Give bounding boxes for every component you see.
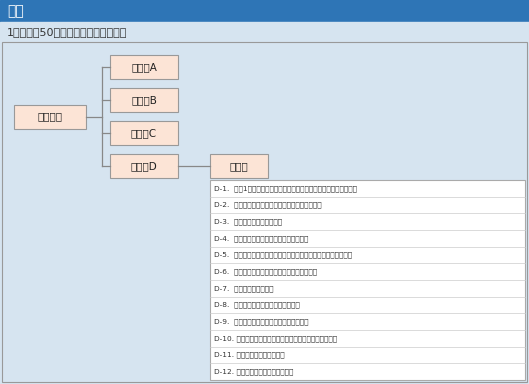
Text: 中設問D: 中設問D xyxy=(131,161,157,171)
Text: D-4.  利用開始日（納期）の回答のスピード: D-4. 利用開始日（納期）の回答のスピード xyxy=(214,235,308,242)
Bar xyxy=(210,180,525,380)
Text: 従来: 従来 xyxy=(7,4,24,18)
Text: D-12. ご利用ガイドのわかりやすさ: D-12. ご利用ガイドのわかりやすさ xyxy=(214,368,294,375)
Bar xyxy=(110,154,178,178)
Text: D-10. サービス機能説明書（提供条件書）のわかりやすさ: D-10. サービス機能説明書（提供条件書）のわかりやすさ xyxy=(214,335,337,342)
Bar xyxy=(0,22,529,42)
Text: D-3.  見積回答までのスピード: D-3. 見積回答までのスピード xyxy=(214,218,282,225)
Text: 中設問C: 中設問C xyxy=(131,128,157,138)
Bar xyxy=(210,154,268,178)
Bar xyxy=(110,55,178,79)
Text: 1サービス50問程度の大量の定量質問: 1サービス50問程度の大量の定量質問 xyxy=(7,27,127,37)
Text: 小設問: 小設問 xyxy=(230,161,249,171)
Text: D-1.  直近1年以内に導入や追加・変更等をしたことがありますか。: D-1. 直近1年以内に導入や追加・変更等をしたことがありますか。 xyxy=(214,185,357,192)
Bar xyxy=(110,121,178,145)
Text: D-6.  申込書内容のわかりやすさ、記載しやすさ: D-6. 申込書内容のわかりやすさ、記載しやすさ xyxy=(214,268,317,275)
Bar xyxy=(2,42,527,382)
Bar xyxy=(0,0,529,22)
Text: 総合満足: 総合満足 xyxy=(38,111,62,121)
Text: D-8.  お客さま利用開始希望日の遵守度: D-8. お客さま利用開始希望日の遵守度 xyxy=(214,302,300,308)
Text: D-7.  利用開始工事の対応: D-7. 利用開始工事の対応 xyxy=(214,285,273,291)
Text: 中設問B: 中設問B xyxy=(131,95,157,105)
Text: 中設問A: 中設問A xyxy=(131,62,157,72)
Text: D-5.  お申し込みからご利用開始までのご連絡・調整のスムーズさ: D-5. お申し込みからご利用開始までのご連絡・調整のスムーズさ xyxy=(214,252,352,258)
Bar xyxy=(14,104,86,129)
Bar xyxy=(2,42,527,382)
Bar xyxy=(110,88,178,112)
Text: D-2.  お申し込み・サービス内容に関する説明対応: D-2. お申し込み・サービス内容に関する説明対応 xyxy=(214,202,322,208)
Text: D-11. 開通案内のわかりやすさ: D-11. 開通案内のわかりやすさ xyxy=(214,352,285,358)
Text: D-9.  パンフレット・提案書のわかりやすさ: D-9. パンフレット・提案書のわかりやすさ xyxy=(214,318,308,325)
